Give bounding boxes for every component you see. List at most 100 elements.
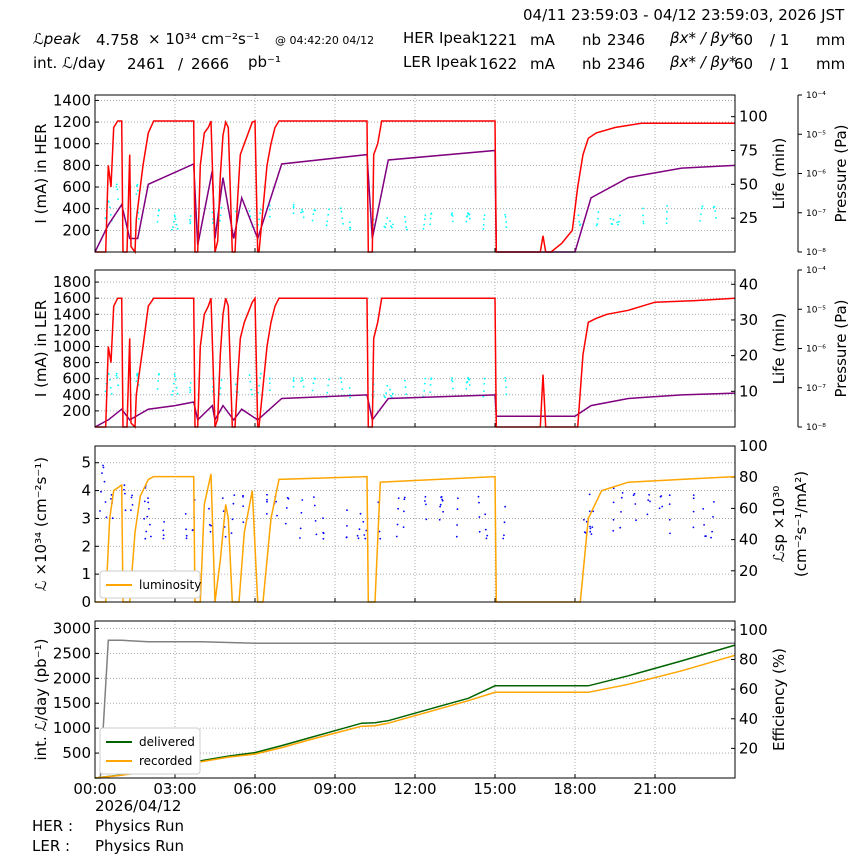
pressure-point [468, 217, 471, 220]
specific-luminosity-point [365, 529, 368, 532]
specific-luminosity-point [612, 487, 615, 490]
y-tick-label: 1600 [53, 289, 91, 307]
intl-value: 2461 [127, 55, 166, 73]
pressure-point [314, 209, 317, 212]
pressure-point [341, 388, 344, 391]
pressure-point [504, 213, 506, 216]
specific-luminosity-point [191, 529, 194, 532]
specific-luminosity-point [591, 526, 594, 528]
pressure-point [249, 215, 252, 218]
specific-luminosity-point [619, 526, 622, 529]
pressure-point [505, 221, 507, 223]
pressure-point [465, 220, 468, 223]
pressure-point [301, 379, 304, 382]
pressure-axis-label: Pressure (Pa) [832, 124, 850, 222]
specific-luminosity-point [276, 514, 278, 517]
specific-luminosity-point [221, 497, 224, 499]
ler-nb-value: 2346 [607, 55, 646, 73]
y2-axis-label: ℒsp ×10³⁰ [770, 486, 788, 563]
specific-luminosity-point [101, 472, 103, 474]
y-tick-label: 1000 [53, 719, 91, 737]
pressure-point [450, 213, 453, 216]
pressure-point [292, 377, 295, 379]
specific-luminosity-point [224, 535, 227, 538]
specific-luminosity-point [322, 537, 325, 540]
specific-luminosity-point [396, 523, 399, 526]
pressure-point [578, 220, 580, 223]
pressure-point [505, 393, 508, 396]
y-tick-label: 1000 [53, 135, 91, 153]
pressure-point [348, 221, 351, 224]
footer-her-label: HER : [32, 817, 74, 835]
legend-box [99, 570, 201, 599]
pressure-point [404, 379, 406, 382]
y-axis-label: ℒ ×10³⁴ (cm⁻²s⁻¹) [32, 457, 50, 591]
pressure-point [116, 376, 119, 379]
y-tick-label: 400 [62, 200, 91, 218]
pressure-point [248, 374, 251, 376]
y2-axis-label-unit: (cm⁻²s⁻¹/mA²) [792, 471, 810, 577]
pressure-point [465, 387, 468, 390]
efficiency-line [95, 639, 735, 779]
specific-luminosity-point [478, 501, 480, 504]
specific-luminosity-point [315, 533, 318, 536]
specific-luminosity-point [284, 522, 287, 525]
pressure-point [451, 212, 453, 215]
pressure-point [578, 224, 581, 227]
pressure-point [389, 220, 391, 223]
specific-luminosity-point [658, 507, 661, 510]
specific-luminosity-point [379, 537, 382, 540]
pressure-point [109, 213, 112, 216]
pressure-point [268, 382, 271, 384]
specific-luminosity-point [659, 495, 662, 498]
specific-luminosity-point [403, 510, 405, 513]
y2-tick-label: 40 [739, 275, 758, 293]
ler-ipeak-label: LER Ipeak [403, 53, 478, 71]
pressure-point [404, 215, 406, 218]
specific-luminosity-point [456, 524, 458, 526]
specific-luminosity-point [439, 503, 442, 506]
specific-luminosity-point [692, 510, 695, 513]
panel-integrated [94, 620, 736, 779]
specific-luminosity-point [100, 490, 102, 493]
pressure-point [173, 382, 175, 385]
specific-luminosity-point [210, 524, 213, 527]
specific-luminosity-point [403, 496, 406, 499]
pressure-point [172, 226, 174, 229]
pressure-point [136, 372, 139, 375]
pressure-point [577, 214, 580, 217]
pressure-point [104, 217, 107, 220]
y2-tick-label: 60 [739, 680, 758, 698]
pressure-point [596, 223, 599, 226]
pressure-point [612, 218, 615, 221]
pressure-point [349, 228, 351, 231]
y-axis-label: I (mA) in HER [32, 123, 50, 223]
pressure-point [665, 222, 668, 225]
specific-luminosity-point [441, 499, 444, 502]
specific-luminosity-point [583, 518, 585, 521]
specific-luminosity-point [378, 530, 381, 533]
her-nb-value: 2346 [607, 31, 646, 49]
specific-luminosity-point [102, 466, 105, 469]
specific-luminosity-point [438, 518, 441, 521]
pressure-point [483, 218, 485, 221]
legend-label: luminosity [139, 578, 201, 592]
y2-axis-label: Life (min) [770, 138, 788, 210]
specific-luminosity-point [620, 511, 622, 513]
pressure-point [665, 217, 668, 220]
specific-luminosity-point [162, 534, 165, 536]
specific-luminosity-point [485, 537, 488, 540]
her-beta-y: / 1 [770, 31, 790, 49]
pressure-point [158, 373, 161, 375]
current-line [95, 295, 736, 429]
specific-luminosity-point [612, 501, 615, 504]
specific-luminosity-point [478, 516, 481, 518]
pressure-point [311, 219, 314, 222]
y2-tick-label: 25 [739, 209, 758, 227]
pressure-point [385, 223, 388, 225]
pressure-point [189, 222, 192, 225]
specific-luminosity-point [612, 518, 615, 521]
specific-luminosity-point [208, 507, 210, 510]
pressure-point [701, 205, 704, 208]
y2-tick-label: 50 [739, 175, 758, 193]
